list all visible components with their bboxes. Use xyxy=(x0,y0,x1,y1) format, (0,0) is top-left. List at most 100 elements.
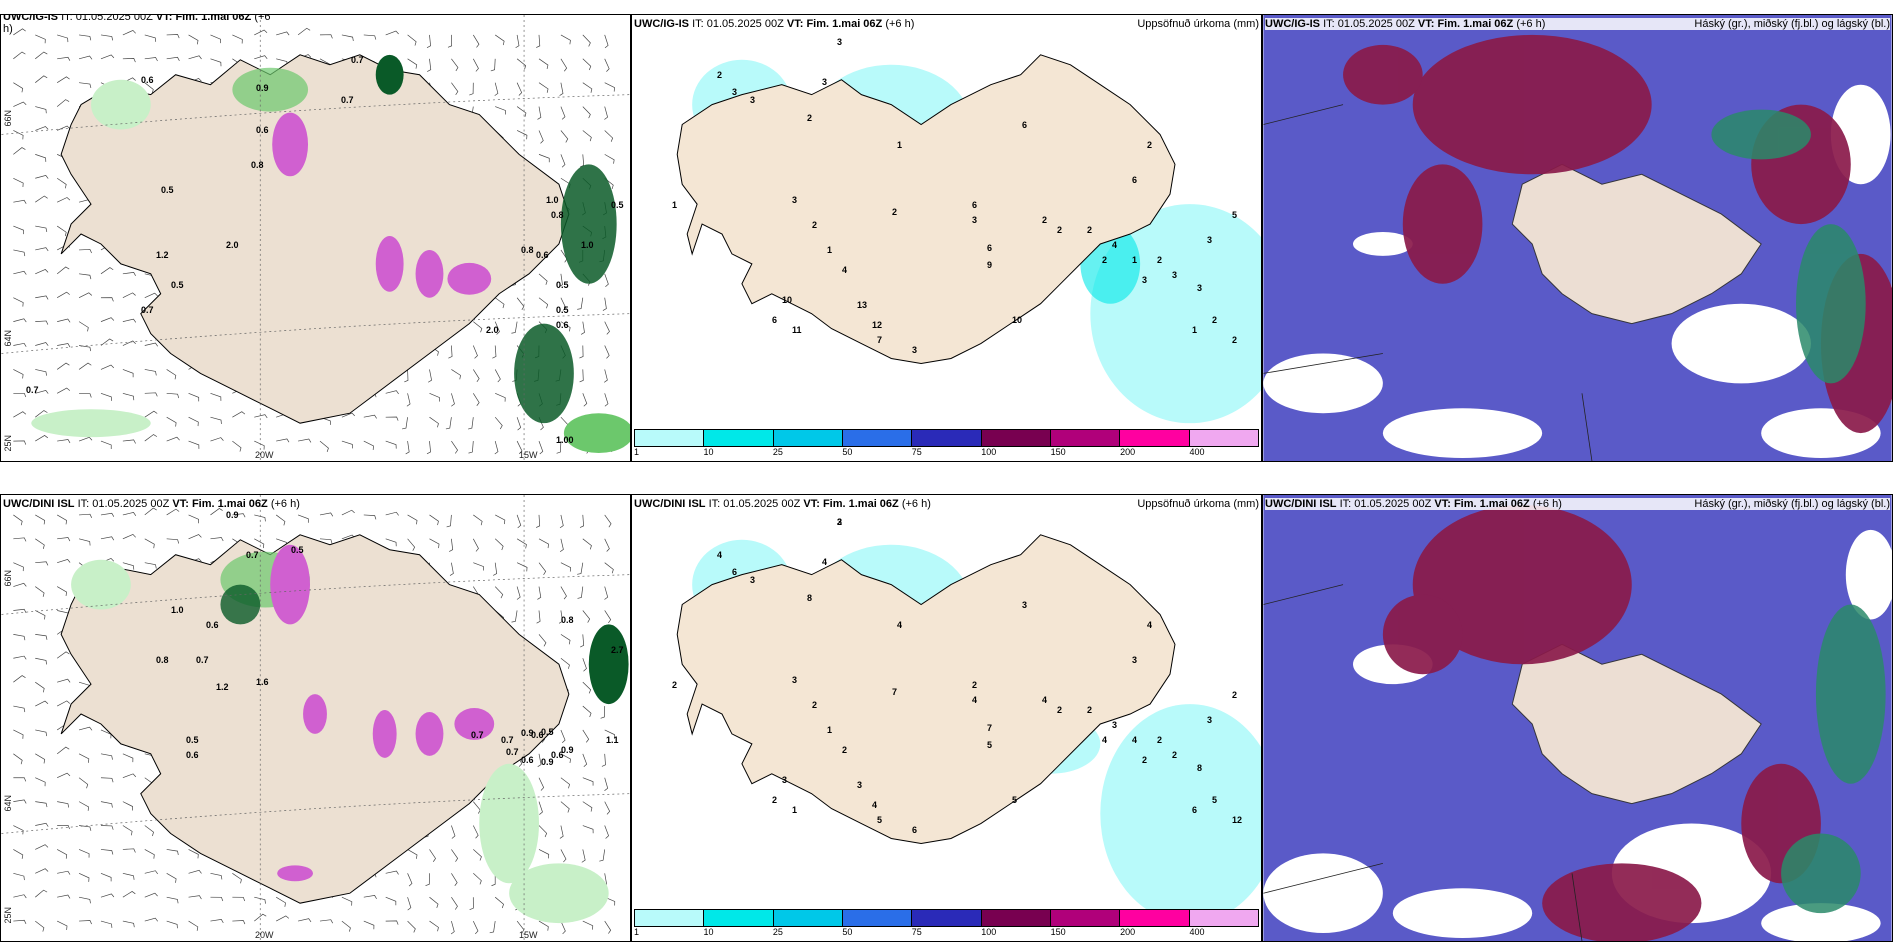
wind-barb xyxy=(57,318,71,323)
colorbar-swatch xyxy=(1050,910,1121,926)
wind-barb xyxy=(100,54,115,60)
wind-barb xyxy=(537,753,542,767)
wind-barb xyxy=(57,439,71,444)
wind-barb xyxy=(78,362,92,370)
map-value-label: 1 xyxy=(1192,325,1198,335)
wind-barb xyxy=(35,561,49,566)
map-value-label: 2 xyxy=(1157,255,1163,265)
wind-precip-map-igis: UWC/IG-IS IT: 01.05.2025 00Z VT: Fim. 1.… xyxy=(0,14,631,462)
wind-barb xyxy=(57,559,71,564)
colorbar-swatch xyxy=(635,910,705,926)
map-value-label: 2 xyxy=(837,517,843,527)
colorbar-tick: 1 xyxy=(634,447,640,457)
snow-areas xyxy=(270,544,495,882)
wind-barb xyxy=(144,538,155,549)
colorbar-swatch xyxy=(635,430,705,446)
wind-barb xyxy=(538,82,549,93)
wind-barb xyxy=(78,321,89,332)
it-value: 01.05.2025 00Z xyxy=(723,498,801,510)
map-value-label: 2 xyxy=(1087,705,1093,715)
wind-barb xyxy=(166,896,179,904)
wind-barb xyxy=(604,154,615,164)
wind-barb xyxy=(494,321,500,335)
map-value-label: 0.7 xyxy=(196,655,209,665)
model-name: UWC/DINI ISL xyxy=(1265,498,1337,510)
map-value-label: 3 xyxy=(1172,270,1178,280)
wind-barb xyxy=(122,392,135,401)
wind-barb xyxy=(35,822,49,827)
vt-label: VT: xyxy=(172,498,189,510)
wind-barb xyxy=(188,416,199,427)
wind-barb xyxy=(122,825,133,836)
wind-barb xyxy=(56,76,70,83)
wind-precip-map-dini: UWC/DINI ISL IT: 01.05.2025 00Z VT: Fim.… xyxy=(0,494,631,942)
wind-barb xyxy=(13,342,27,347)
wind-barb xyxy=(144,369,157,376)
lat-label-25n: 25N xyxy=(3,435,13,452)
panel-header: UWC/IG-IS IT: 01.05.2025 00Z VT: Fim. 1.… xyxy=(634,18,1259,30)
wind-barb xyxy=(600,706,606,719)
wind-barb xyxy=(56,99,70,107)
wind-barb xyxy=(210,34,221,44)
wind-barb xyxy=(363,34,377,40)
wind-barb xyxy=(341,412,355,418)
map-value-label: 0.9 xyxy=(541,757,554,767)
map-value-label: 0.6 xyxy=(556,320,569,330)
wind-barb xyxy=(254,55,268,60)
wind-barb xyxy=(537,106,542,120)
wind-barb xyxy=(604,58,610,72)
wind-barb xyxy=(468,441,474,454)
wind-barb xyxy=(144,57,158,62)
wind-barb xyxy=(516,82,523,96)
map-value-label: 3 xyxy=(1207,715,1213,725)
wind-barb xyxy=(78,753,90,763)
wind-barb xyxy=(560,297,567,311)
map-value-label: 3 xyxy=(1142,275,1148,285)
lead-time: (+6 h) xyxy=(1516,18,1546,30)
colorbar-tick: 25 xyxy=(772,927,783,937)
wind-barb xyxy=(341,509,355,516)
wind-barb xyxy=(13,537,27,542)
map-value-label: 0.6 xyxy=(256,125,269,135)
wind-barb xyxy=(404,369,409,383)
map-value-label: 0.7 xyxy=(471,730,484,740)
map-value-label: 3 xyxy=(732,87,738,97)
wind-barb xyxy=(604,729,615,739)
map-value-label: 2 xyxy=(1087,225,1093,235)
wind-barb xyxy=(472,58,479,72)
wind-barb xyxy=(35,126,49,131)
panel-header: UWC/IG-IS IT: 01.05.2025 00Z VT: Fim. 1.… xyxy=(3,14,628,35)
wind-barb xyxy=(210,437,224,442)
wind-barb xyxy=(582,538,592,550)
map-value-label: 0.8 xyxy=(521,245,534,255)
panel-title: Háský (gr.), miðský (fj.bl.) og lágský (… xyxy=(1694,18,1890,30)
wind-barb xyxy=(556,441,562,454)
wind-barb xyxy=(604,321,610,335)
wind-barb xyxy=(473,873,482,885)
map-value-label: 0.7 xyxy=(506,747,519,757)
colorbar-tick: 50 xyxy=(842,927,853,937)
wind-barb xyxy=(144,825,154,837)
wind-barb xyxy=(13,369,24,379)
map-value-label: 3 xyxy=(750,575,756,585)
wind-barb xyxy=(13,655,27,660)
map-value-label: 0.6 xyxy=(186,750,199,760)
it-value: 01.05.2025 00Z xyxy=(92,498,170,510)
wind-barb xyxy=(35,777,46,787)
map-value-label: 2 xyxy=(1102,255,1108,265)
wind-barb xyxy=(560,801,570,813)
wind-barb xyxy=(188,869,202,874)
it-value: 01.05.2025 00Z xyxy=(75,14,153,23)
model-name: UWC/IG-IS xyxy=(1265,18,1320,30)
wind-barb xyxy=(511,610,518,623)
colorbar-tick-labels: 1 10 25 50 75 100 150 200 400 xyxy=(634,447,1259,457)
wind-barb xyxy=(56,362,70,370)
clear-sky-patches xyxy=(1263,84,1891,459)
wind-barb xyxy=(35,225,48,232)
model-name: UWC/DINI ISL xyxy=(634,498,706,510)
wind-barb xyxy=(35,295,49,300)
boundary-lines xyxy=(1263,104,1593,461)
map-value-label: 1 xyxy=(827,725,833,735)
wind-barb xyxy=(582,34,591,47)
wind-barb xyxy=(35,700,49,707)
